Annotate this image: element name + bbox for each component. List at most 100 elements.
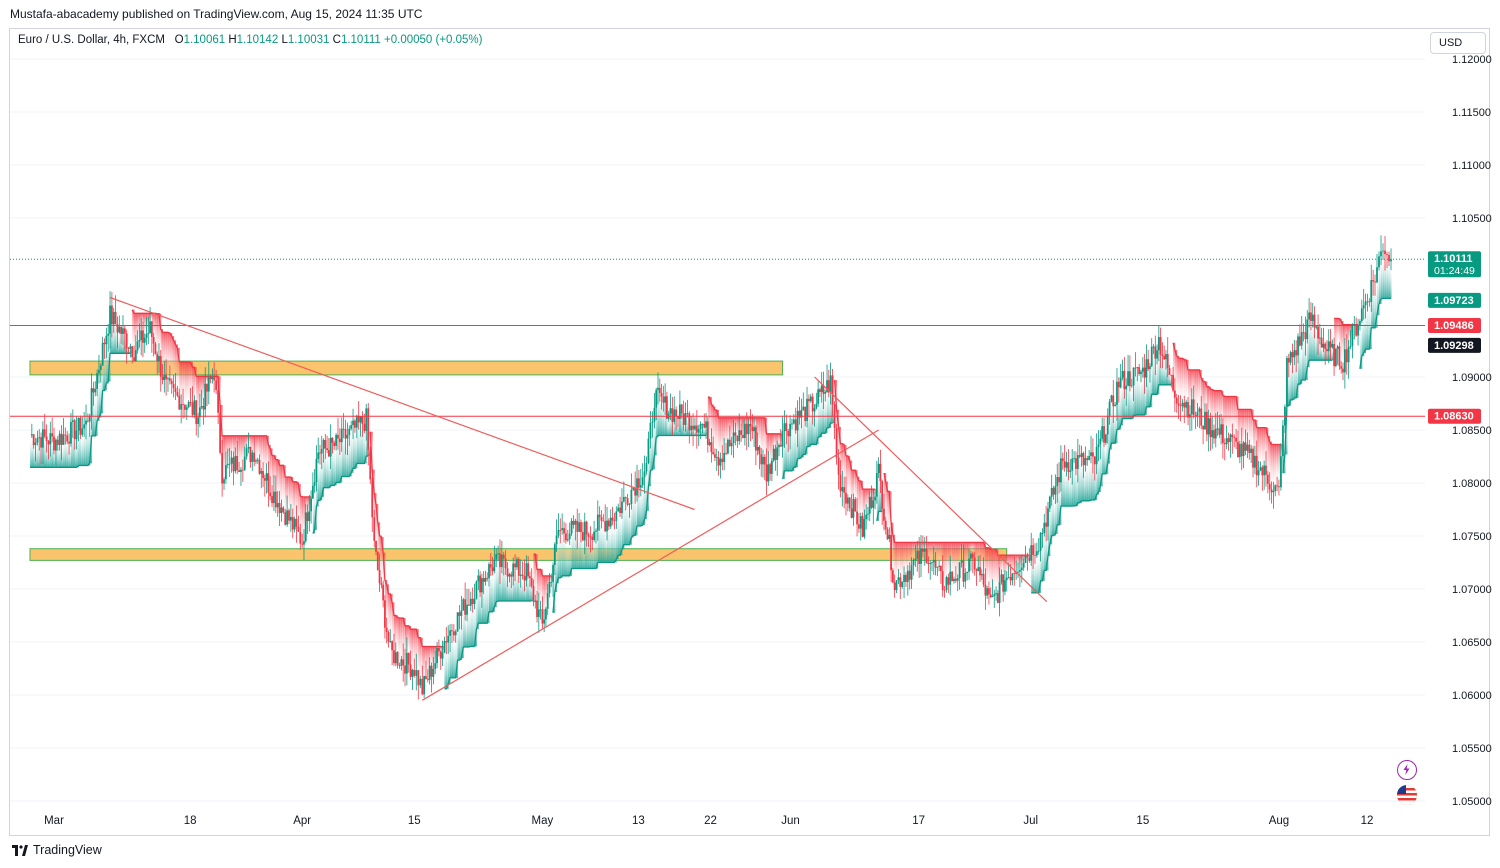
trend-band-fill [74,439,78,468]
trend-band-fill [1085,458,1088,501]
trend-band-fill [1089,455,1092,501]
candle-body [550,581,553,583]
candle-body [779,444,782,447]
trend-band-fill [948,542,951,585]
candles [30,235,1392,700]
candle-body [1190,399,1193,415]
trend-band-fill [1079,456,1083,503]
lightning-icon[interactable] [1397,760,1417,780]
y-axis-tick-label: 1.10500 [1452,213,1492,225]
trend-band-fill [119,326,122,354]
trend-band-fill [507,576,510,602]
candle-body [1140,371,1142,374]
trend-stop-line-up [1031,384,1172,594]
trend-band-fill [237,435,240,471]
trend-band-fill [222,435,225,484]
candle-body [877,463,880,474]
candle-body [1052,487,1055,495]
candle-body [767,464,770,482]
trend-band-fill [1004,555,1008,581]
candle-body [1093,456,1096,465]
candle-body [232,457,235,472]
trend-band-fill [1153,346,1156,395]
trend-band-fill [755,417,759,451]
tradingview-logo[interactable]: TradingView [12,843,102,857]
candle-body [1106,415,1109,435]
trend-band-fill [134,313,137,362]
candle-body [409,664,412,677]
trend-band-fill [227,435,231,465]
candle-body [138,340,141,342]
trend-band-fill [599,517,602,563]
candle-body [107,333,110,336]
candle-body [404,665,406,674]
trend-band-fill [87,421,91,466]
trend-band-fill [416,629,419,671]
trend-band-fill [1328,341,1332,361]
trend-band-fill [768,433,771,465]
candle-body [1101,426,1104,439]
trend-band-fill [115,324,118,354]
trend-band-fill [1036,551,1040,593]
trend-band-fill [857,476,860,525]
candle-body [641,477,644,486]
candle-body [639,485,642,488]
candle-body [71,420,74,422]
candle-body [516,559,518,568]
trend-band-fill [1277,444,1280,487]
candle-body [371,479,374,518]
candle-body [1092,452,1094,457]
candle-body [313,482,316,486]
candle-body [384,600,386,628]
candle-body [189,401,192,403]
candle-body [848,497,851,509]
trend-stop-line-up [781,422,833,480]
trend-band-fill [759,417,762,455]
candle-body [1156,350,1158,359]
trend-band-fill [988,547,992,595]
candle-body [441,652,444,659]
trend-band-fill [453,635,457,678]
trend-band-fill [620,513,623,556]
trend-band-fill [997,555,1001,603]
trend-band-fill [924,542,928,550]
candle-body [125,333,128,349]
candle-body [1065,462,1068,468]
candle-body [278,503,281,514]
trend-band-fill [1314,327,1317,361]
candle-body [539,609,542,611]
trend-band-fill [474,598,477,647]
trend-band-fill [542,575,545,624]
symbol-name[interactable]: Euro / U.S. Dollar, 4h, FXCM [18,34,165,46]
candle-body [694,425,696,430]
x-axis-tick-label: 13 [632,815,645,827]
trend-band-fill [656,389,659,438]
candle-body [1318,337,1321,339]
trend-band-fill [860,480,864,517]
candle-body [530,578,533,586]
candle-body [340,428,343,443]
currency-button[interactable]: USD [1430,32,1486,54]
candle-body [1157,337,1160,351]
candle-body [701,423,704,425]
trend-band-fill [1307,319,1310,368]
tradingview-logo-icon [12,844,28,856]
trend-band-fill [461,610,464,659]
trend-band-fill [1342,324,1346,373]
trend-band-fill [437,646,440,648]
trend-band-fill [122,328,126,354]
trend-band-fill [1299,345,1303,385]
flag-icon[interactable] [1397,785,1417,805]
candle-body [751,426,754,432]
candle-body [705,421,707,428]
candle-body [923,549,926,552]
candle-body [1020,567,1023,571]
trend-band-fill [264,435,268,481]
trend-band-fill [1038,550,1042,593]
trend-band-fill [921,542,924,549]
trend-band-fill [312,485,316,534]
candle-body [447,635,450,643]
trend-band-fill [155,313,158,355]
candle-body [493,559,496,572]
